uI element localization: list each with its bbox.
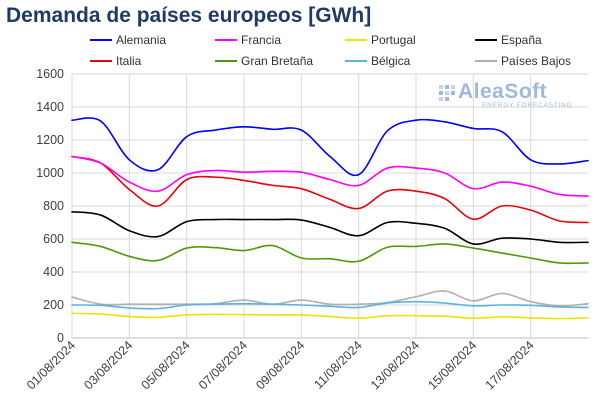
legend-label: Italia (116, 54, 142, 68)
x-tick-label: 03/08/2024 (81, 338, 135, 392)
series-line-portugal (71, 312, 589, 320)
chart-title: Demanda de países europeos [GWh] (6, 4, 372, 27)
legend-item-gran-bretana: Gran Bretaña (215, 54, 313, 68)
series-line-francia (71, 155, 589, 197)
y-tick-label: 200 (43, 298, 64, 312)
legend-swatch (345, 60, 367, 62)
series-line-alemania (71, 117, 589, 177)
x-tick-label: 11/08/2024 (311, 338, 365, 392)
y-tick-label: 600 (43, 232, 64, 246)
legend-label: Bélgica (371, 54, 411, 68)
x-tick-label: 15/08/2024 (425, 338, 479, 392)
y-tick-label: 1200 (36, 133, 64, 147)
legend-label: Francia (241, 33, 282, 47)
logo-name: AleaSoft (458, 80, 548, 103)
legend-swatch (475, 39, 497, 41)
legend-label: Gran Bretaña (241, 54, 314, 68)
chart-legend: Alemania Francia Portugal España Italia … (0, 0, 600, 70)
legend-item-belgica: Bélgica (345, 54, 410, 68)
x-tick-label: 07/08/2024 (196, 338, 250, 392)
logo-tagline: ENERGY FORECASTING (482, 102, 573, 109)
x-tick-label: 05/08/2024 (139, 338, 193, 392)
x-tick-label: 09/08/2024 (253, 338, 307, 392)
aleasoft-logo: AleaSoft ENERGY FORECASTING (436, 80, 586, 112)
y-tick-label: 1000 (36, 166, 64, 180)
legend-item-espana: España (475, 33, 542, 47)
y-tick-label: 1400 (36, 100, 64, 114)
legend-label: España (501, 33, 542, 47)
legend-label: Portugal (371, 33, 416, 47)
legend-swatch (345, 39, 367, 41)
legend-item-alemania: Alemania (90, 33, 166, 47)
x-tick-label: 13/08/2024 (368, 338, 422, 392)
legend-swatch (215, 60, 237, 62)
legend-swatch (475, 60, 497, 62)
y-tick-label: 0 (57, 331, 64, 345)
legend-item-francia: Francia (215, 33, 281, 47)
series-line-gran-bretana (71, 241, 589, 265)
legend-label: Alemania (116, 33, 167, 47)
legend-swatch (90, 39, 112, 41)
y-tick-label: 400 (43, 265, 64, 279)
series-line-belgica (71, 300, 589, 310)
legend-item-paises-bajos: Países Bajos (475, 54, 571, 68)
y-tick-label: 1600 (36, 67, 64, 81)
y-tick-label: 800 (43, 199, 64, 213)
x-tick-label: 17/08/2024 (483, 338, 537, 392)
legend-item-italia: Italia (90, 54, 141, 68)
series-line-paises-bajos (71, 290, 589, 307)
legend-swatch (90, 60, 112, 62)
legend-label: Países Bajos (501, 54, 572, 68)
x-tick-label: 01/08/2024 (24, 338, 78, 392)
logo-grid-icon (439, 85, 455, 101)
legend-item-portugal: Portugal (345, 33, 416, 47)
series-line-espana (71, 210, 589, 246)
legend-swatch (215, 39, 237, 41)
series-line-italia (71, 155, 589, 224)
